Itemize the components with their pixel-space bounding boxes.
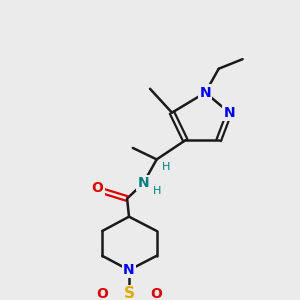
Text: N: N — [200, 85, 211, 100]
Text: H: H — [162, 162, 170, 172]
Text: N: N — [137, 176, 149, 190]
Text: S: S — [124, 286, 134, 300]
Text: O: O — [92, 181, 104, 195]
Text: O: O — [150, 287, 162, 300]
Text: N: N — [224, 106, 235, 120]
Text: N: N — [123, 263, 135, 277]
Text: H: H — [152, 186, 161, 196]
Text: O: O — [96, 287, 108, 300]
